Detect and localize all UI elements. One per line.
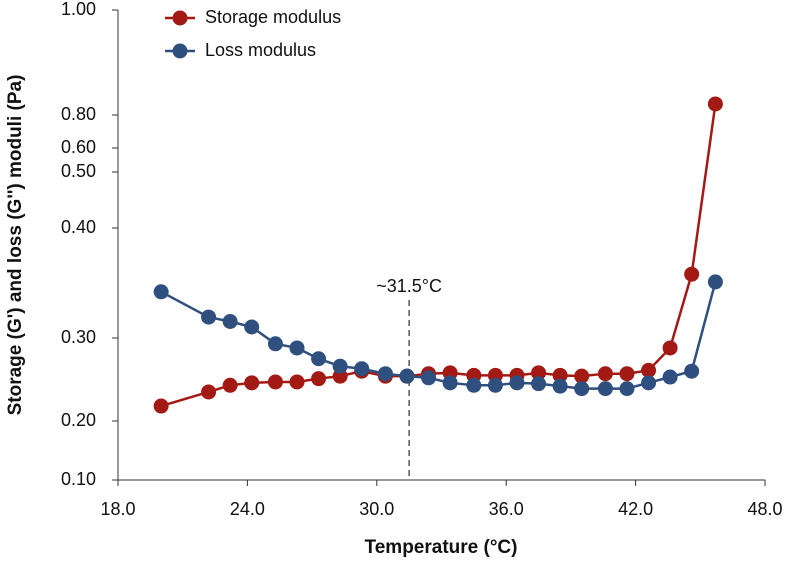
- legend-marker: [172, 43, 188, 59]
- y-tick-label: 0.50: [61, 161, 96, 181]
- y-tick-label: 0.10: [61, 469, 96, 489]
- data-point: [201, 384, 217, 400]
- x-tick-label: 42.0: [618, 499, 653, 519]
- data-point: [244, 375, 260, 391]
- data-point: [466, 377, 482, 393]
- data-point: [244, 319, 260, 335]
- x-tick-label: 24.0: [230, 499, 265, 519]
- data-point: [311, 371, 327, 387]
- data-point: [552, 378, 568, 394]
- data-point: [684, 266, 700, 282]
- y-tick-label: 0.60: [61, 137, 96, 157]
- data-point: [332, 358, 348, 374]
- data-point: [222, 314, 238, 329]
- data-point: [552, 367, 568, 383]
- data-point: [201, 309, 217, 325]
- data-point: [707, 96, 723, 112]
- y-axis-title: Storage (G') and loss (G'') moduli (Pa): [5, 75, 26, 416]
- data-point: [267, 336, 283, 352]
- x-tick-label: 30.0: [359, 499, 394, 519]
- data-point: [442, 375, 458, 391]
- data-point: [531, 365, 547, 381]
- data-point: [222, 377, 238, 393]
- data-point: [311, 351, 327, 367]
- data-point: [597, 366, 613, 382]
- series-line: [160, 103, 717, 408]
- y-tick-label: 0.20: [61, 410, 96, 430]
- data-point: [707, 274, 723, 290]
- data-point: [619, 366, 635, 382]
- data-point: [421, 370, 437, 386]
- data-point: [662, 340, 678, 356]
- data-point: [641, 375, 657, 391]
- data-point: [399, 368, 415, 384]
- data-point: [153, 398, 169, 414]
- y-tick-label: 0.30: [61, 327, 96, 347]
- data-point: [509, 375, 525, 391]
- x-axis-title: Temperature (°C): [365, 537, 518, 558]
- legend-marker: [172, 10, 188, 26]
- x-tick-label: 36.0: [489, 499, 524, 519]
- data-point: [574, 368, 590, 384]
- y-tick-label: 1.00: [61, 0, 96, 19]
- x-tick-label: 18.0: [100, 499, 135, 519]
- data-point: [267, 374, 283, 390]
- data-point: [597, 381, 613, 397]
- data-point: [641, 362, 657, 378]
- data-point: [289, 374, 305, 390]
- y-tick-label: 0.40: [61, 217, 96, 237]
- data-point: [289, 340, 305, 356]
- data-point: [153, 284, 169, 300]
- data-point: [377, 366, 393, 382]
- legend-label: Storage modulus: [205, 7, 341, 27]
- data-point: [619, 381, 635, 397]
- annotation-label: ~31.5°C: [376, 276, 442, 296]
- x-tick-label: 48.0: [747, 499, 782, 519]
- data-point: [574, 381, 590, 397]
- y-tick-label: 0.80: [61, 104, 96, 124]
- data-point: [531, 376, 547, 392]
- data-point: [662, 369, 678, 385]
- data-point: [684, 363, 700, 379]
- legend-label: Loss modulus: [205, 40, 316, 60]
- data-point: [354, 361, 370, 377]
- data-point: [487, 377, 503, 393]
